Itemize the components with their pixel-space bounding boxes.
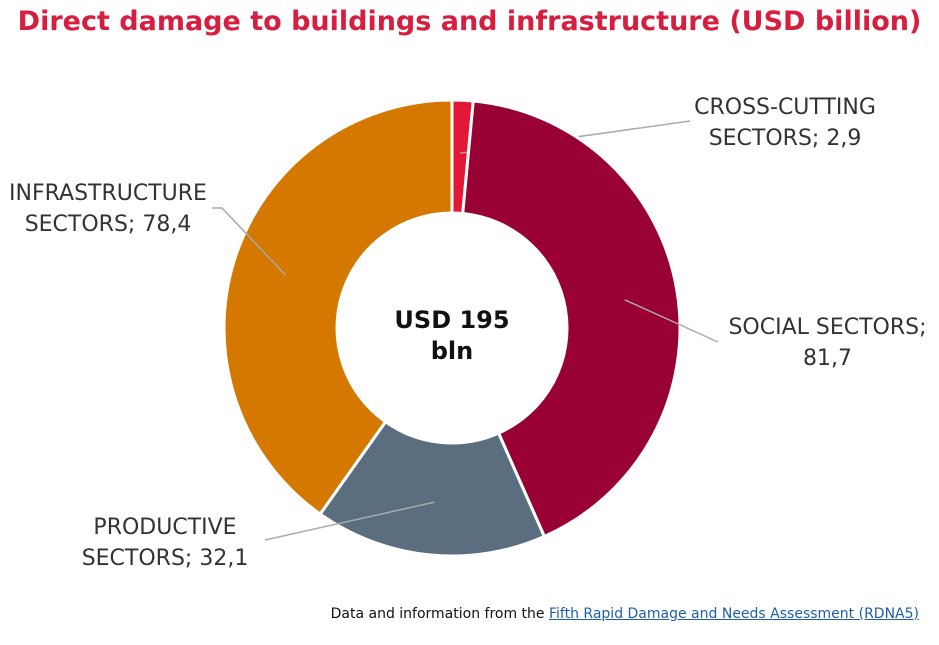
donut-slice	[318, 419, 547, 558]
source-link[interactable]: Fifth Rapid Damage and Needs Assessment …	[549, 606, 919, 622]
chart-title: Direct damage to buildings and infrastru…	[17, 6, 922, 37]
data-label: PRODUCTIVE SECTORS; 32,1	[81, 515, 249, 571]
leader-line	[624, 299, 719, 343]
source-note: Data and information from the Fifth Rapi…	[331, 606, 919, 622]
source-text: Data and information from the	[330, 606, 545, 622]
data-label: INFRASTRUCTURE SECTORS; 78,4	[9, 181, 207, 237]
leader-line	[212, 207, 286, 276]
center-label: USD 195 bln	[394, 306, 510, 365]
data-label: CROSS-CUTTING SECTORS; 2,9	[694, 95, 876, 151]
data-label: SOCIAL SECTORS; 81,7	[728, 315, 927, 371]
donut-slice	[461, 99, 682, 539]
leader-line	[264, 501, 435, 541]
donut-slice	[222, 98, 454, 517]
